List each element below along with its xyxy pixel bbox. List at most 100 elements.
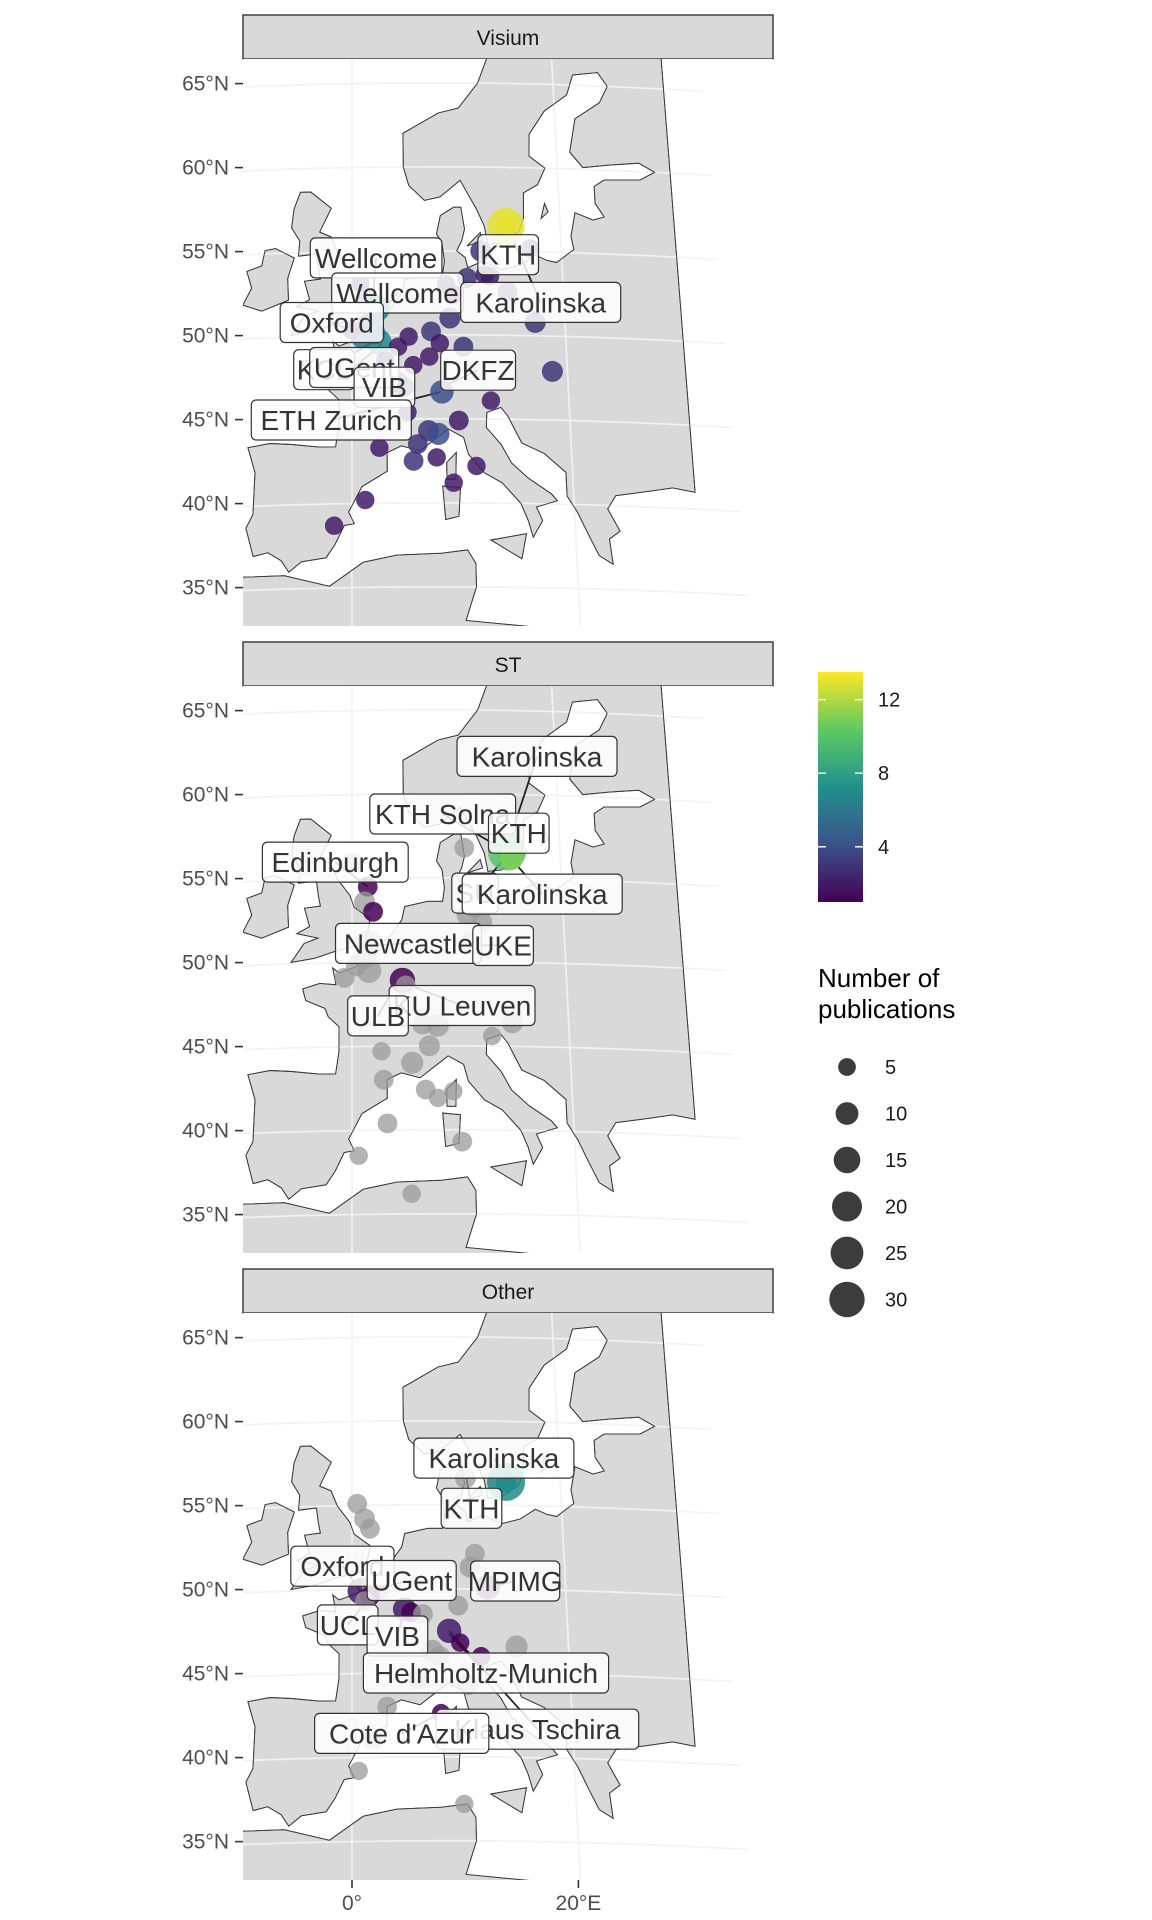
institution-point — [377, 1696, 397, 1717]
graticule-lat — [243, 81, 704, 93]
size-legend-label: 15 — [885, 1150, 907, 1172]
institution-point — [370, 438, 389, 457]
institution-point — [407, 434, 428, 454]
institution-point — [454, 837, 475, 858]
institution-point — [483, 1026, 502, 1046]
y-tick-label: 35°N — [182, 1831, 229, 1854]
institution-label: VIB — [362, 372, 407, 403]
y-tick-label: 65°N — [182, 700, 229, 723]
graticule-lat — [243, 1044, 734, 1056]
graticule-lat — [204, 626, 696, 635]
size-legend-circle — [832, 1191, 862, 1222]
institution-label: Karolinska — [477, 879, 608, 910]
institution-point — [455, 1794, 474, 1814]
institution-label: KTH — [491, 818, 547, 849]
institution-point — [467, 456, 486, 476]
institution-label: Oxford — [290, 308, 374, 339]
size-legend-circle — [830, 1236, 864, 1270]
institution-label-box — [472, 924, 534, 967]
colorbar-tick-label: 4 — [878, 837, 889, 859]
institution-label: Newcastle — [344, 928, 473, 959]
institution-point — [360, 1518, 380, 1539]
institution-label-box — [250, 399, 412, 441]
graticule-lat — [204, 1253, 696, 1262]
institution-label: KU Leuven — [393, 991, 532, 1022]
institution-point — [430, 334, 449, 353]
coastline-zealand — [466, 858, 484, 874]
institution-label: Wellcome — [315, 243, 437, 274]
graticule-lat — [243, 1587, 727, 1599]
y-tick-label: 65°N — [182, 73, 229, 96]
institution-label: UKE — [474, 931, 532, 962]
y-tick-label: 50°N — [182, 1579, 229, 1602]
facet-title: ST — [495, 654, 522, 677]
institution-point — [349, 1761, 368, 1781]
institution-label: ULB — [351, 1001, 405, 1032]
y-tick-label: 60°N — [182, 1411, 229, 1434]
institution-point — [334, 967, 355, 988]
institution-point — [356, 958, 382, 983]
institution-label: KTH — [480, 240, 536, 271]
institution-point — [373, 1069, 394, 1090]
coastline-gotland — [540, 201, 549, 220]
institution-point — [427, 422, 450, 445]
graticule-lat — [243, 165, 712, 177]
institution-label: Karolinska — [429, 1443, 560, 1474]
coastline-africa — [243, 1176, 530, 1253]
institution-point — [403, 451, 424, 471]
facet-strip — [242, 1268, 774, 1314]
institution-point — [451, 1633, 470, 1652]
institution-point — [401, 1051, 424, 1074]
institution-label-box — [440, 349, 517, 391]
institution-label-box — [261, 841, 409, 883]
coastline-ireland — [243, 875, 295, 939]
graticule-lat — [243, 1335, 704, 1347]
institution-point — [347, 1493, 368, 1514]
institution-label: MPIMG — [468, 1566, 563, 1597]
y-tick-label: 60°N — [182, 784, 229, 807]
graticule-lat — [243, 708, 704, 720]
coastline-sicily — [489, 1160, 528, 1187]
y-tick-label: 35°N — [182, 577, 229, 600]
institution-point — [363, 901, 383, 922]
coastline-sicily — [489, 533, 528, 560]
institution-label: Helmholtz-Munich — [374, 1658, 598, 1689]
institution-label: Karolinska — [472, 741, 603, 772]
size-legend-label: 20 — [885, 1197, 907, 1219]
y-tick-label: 60°N — [182, 157, 229, 180]
institution-point — [481, 391, 501, 410]
institution-label: Edinburgh — [271, 847, 399, 878]
institution-point — [356, 490, 375, 510]
y-axis: 65°N 60°N 55°N 50°N 45°N 40°N 35°N — [182, 73, 243, 600]
institution-label-box — [413, 1437, 575, 1479]
y-tick-label: 50°N — [182, 325, 229, 348]
institution-label-box — [440, 1487, 503, 1529]
coastline-ireland — [243, 1502, 295, 1566]
y-tick-label: 55°N — [182, 868, 229, 891]
colorbar-tick-label: 8 — [878, 763, 889, 785]
y-tick-label: 45°N — [182, 1036, 229, 1059]
institution-point — [377, 1113, 398, 1134]
size-legend: Number of publications 5 10 15 20 25 30 — [818, 963, 955, 1318]
y-axis: 65°N 60°N 55°N 50°N 45°N 40°N 35°N — [182, 700, 243, 1227]
institution-label: Karolinska — [475, 287, 606, 318]
institution-label-box — [347, 995, 409, 1037]
graticule-lat — [243, 1839, 749, 1851]
y-tick-label: 45°N — [182, 409, 229, 432]
facet-title: Other — [482, 1281, 535, 1304]
y-tick-label: 50°N — [182, 952, 229, 975]
y-tick-label: 65°N — [182, 1327, 229, 1350]
institution-point — [349, 1146, 368, 1165]
institution-point — [428, 1088, 448, 1108]
size-legend-title-line2: publications — [818, 994, 955, 1024]
institution-point — [452, 1131, 473, 1152]
x-tick-label: 0° — [342, 1892, 362, 1915]
x-axis: 0° 20°E — [342, 1880, 601, 1915]
facet-title: Visium — [477, 27, 540, 50]
coastline-africa — [243, 1803, 530, 1880]
y-tick-label: 40°N — [182, 1747, 229, 1770]
institution-point — [418, 1035, 440, 1057]
